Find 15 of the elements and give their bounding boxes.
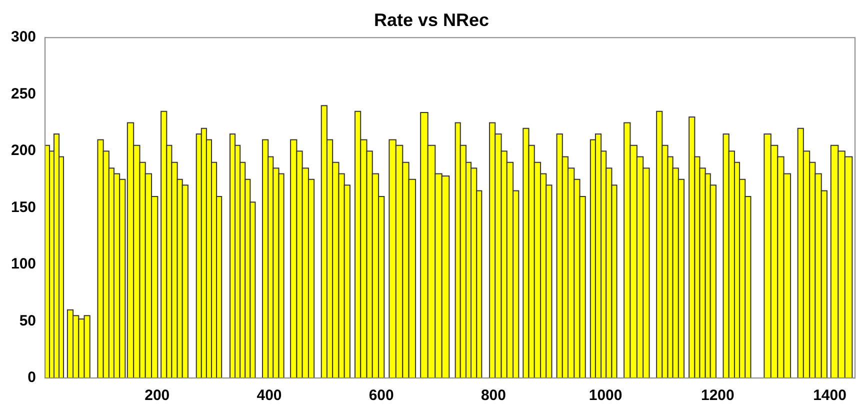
x-tick-label: 1400 [813, 387, 846, 404]
x-tick-label: 400 [256, 387, 282, 404]
y-tick-label: 0 [28, 369, 36, 386]
x-tick-label: 600 [368, 387, 394, 404]
y-tick-label: 50 [19, 312, 36, 330]
y-tick-label: 200 [10, 142, 36, 160]
x-tick-label: 1000 [588, 387, 622, 404]
y-tick-label: 250 [10, 85, 36, 102]
x-tick-label: 200 [144, 387, 170, 404]
chart-title: Rate vs NRec [374, 10, 490, 30]
x-tick-label: 800 [480, 387, 506, 404]
x-tick-label: 1200 [700, 387, 734, 404]
y-tick-label: 150 [10, 198, 36, 216]
y-tick-label: 300 [10, 28, 36, 46]
y-tick-label: 100 [10, 256, 36, 273]
